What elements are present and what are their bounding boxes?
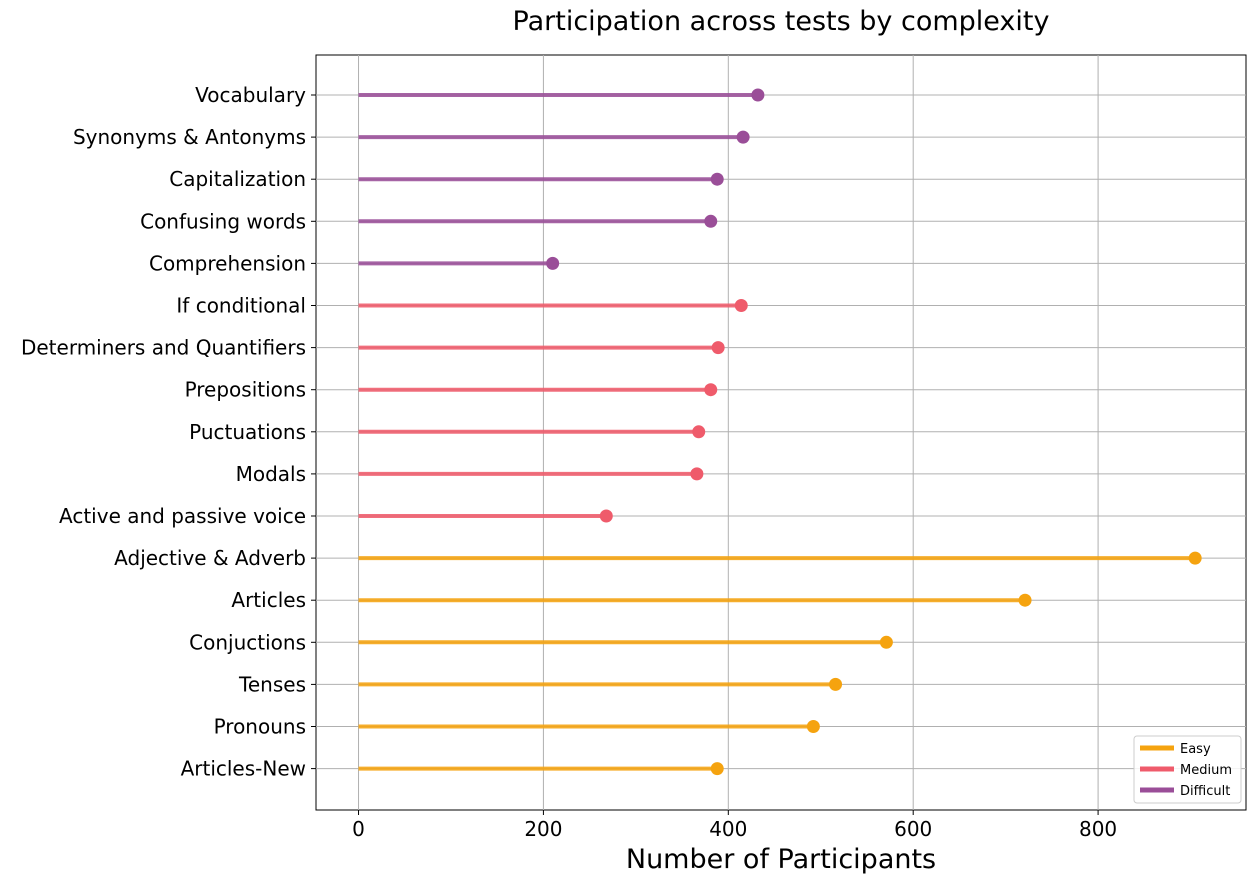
- lollipop-dot: [1188, 551, 1202, 565]
- y-tick-label: If conditional: [176, 294, 306, 318]
- legend-label: Easy: [1180, 742, 1211, 757]
- lollipop-dot: [704, 383, 718, 397]
- x-tick-label: 800: [1079, 817, 1117, 841]
- lollipop-dot: [711, 341, 725, 355]
- lollipop-dot: [704, 214, 718, 228]
- lollipop-dot: [546, 256, 560, 270]
- legend-label: Difficult: [1180, 784, 1230, 799]
- legend-label: Medium: [1180, 763, 1232, 778]
- legend-frame: [1133, 735, 1242, 804]
- lollipop-dot: [879, 635, 893, 649]
- plot-area: [315, 54, 1247, 811]
- x-tick-label: 400: [709, 817, 747, 841]
- y-tick-label: Tenses: [238, 672, 306, 696]
- lollipop-dot: [1018, 593, 1032, 607]
- x-tick-label: 600: [894, 817, 932, 841]
- lollipop-dot: [751, 88, 765, 102]
- y-tick-label: Puctuations: [189, 420, 306, 444]
- y-tick-label: Articles: [231, 588, 306, 612]
- x-axis-label: Number of Participants: [626, 844, 936, 875]
- lollipop-dot: [692, 425, 706, 439]
- y-tick-label: Active and passive voice: [59, 504, 306, 528]
- lollipop-dot: [710, 762, 724, 776]
- x-tick-label: 200: [524, 817, 562, 841]
- y-tick-labels: Articles-New Pronouns Tenses Conjuctions Art…: [21, 83, 316, 781]
- lollipop-dot: [734, 299, 748, 312]
- lollipop-dot: [806, 720, 820, 733]
- y-tick-label: Adjective & Adverb: [114, 546, 306, 570]
- lollipop-dots: [546, 88, 1202, 776]
- y-tick-label: Conjuctions: [189, 630, 306, 654]
- lollipop-dot: [829, 677, 843, 691]
- lollipop-dot: [710, 172, 724, 186]
- y-tick-label: Vocabulary: [195, 83, 306, 107]
- chart-title: Participation across tests by complexity: [512, 6, 1050, 37]
- y-tick-label: Determiners and Quantifiers: [21, 336, 306, 360]
- y-tick-label: Articles-New: [181, 757, 306, 781]
- y-tick-label: Prepositions: [185, 378, 306, 402]
- y-tick-label: Modals: [236, 462, 306, 486]
- lollipop-dot: [599, 509, 613, 523]
- y-tick-label: Pronouns: [214, 715, 306, 739]
- y-tick-label: Synonyms & Antonyms: [73, 125, 306, 149]
- y-tick-label: Comprehension: [149, 251, 306, 275]
- lollipop-dot: [736, 130, 750, 144]
- legend: Easy Medium Difficult: [1133, 735, 1242, 804]
- y-tick-label: Confusing words: [140, 209, 306, 233]
- x-tick-label: 0: [352, 817, 365, 841]
- x-tick-labels: 0 200 400 600 800: [352, 810, 1117, 841]
- lollipop-dot: [690, 467, 704, 481]
- y-tick-label: Capitalization: [169, 167, 306, 191]
- lollipop-stems: [358, 93, 1196, 771]
